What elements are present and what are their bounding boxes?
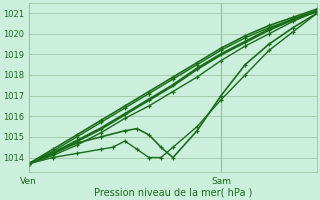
X-axis label: Pression niveau de la mer( hPa ): Pression niveau de la mer( hPa ) [94,187,252,197]
